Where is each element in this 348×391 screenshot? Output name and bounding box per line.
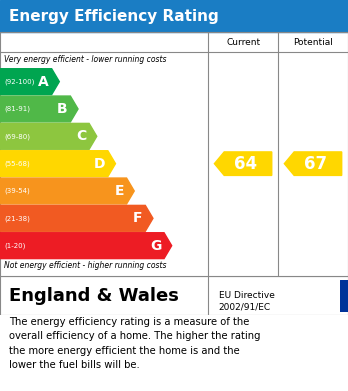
Text: Current: Current (226, 38, 260, 47)
Text: (39-54): (39-54) (4, 188, 30, 194)
Text: EU Directive
2002/91/EC: EU Directive 2002/91/EC (219, 291, 275, 312)
Text: England & Wales: England & Wales (9, 287, 179, 305)
Text: (69-80): (69-80) (4, 133, 30, 140)
Polygon shape (0, 124, 97, 149)
Text: A: A (38, 75, 49, 89)
Text: 67: 67 (304, 155, 327, 173)
Text: Not energy efficient - higher running costs: Not energy efficient - higher running co… (4, 260, 167, 269)
Polygon shape (214, 152, 272, 176)
Text: (81-91): (81-91) (4, 106, 30, 112)
Text: The energy efficiency rating is a measure of the
overall efficiency of a home. T: The energy efficiency rating is a measur… (9, 317, 260, 370)
Text: G: G (150, 239, 161, 253)
Text: (1-20): (1-20) (4, 242, 25, 249)
Polygon shape (0, 205, 153, 231)
Text: Energy Efficiency Rating: Energy Efficiency Rating (9, 9, 219, 23)
Text: (92-100): (92-100) (4, 79, 34, 85)
Polygon shape (0, 151, 116, 177)
Text: Very energy efficient - lower running costs: Very energy efficient - lower running co… (4, 54, 167, 64)
Text: Potential: Potential (293, 38, 333, 47)
Polygon shape (0, 233, 172, 258)
Text: E: E (114, 184, 124, 198)
Polygon shape (0, 69, 59, 95)
Text: (55-68): (55-68) (4, 160, 30, 167)
Text: (21-38): (21-38) (4, 215, 30, 222)
Text: D: D (94, 157, 105, 170)
Text: C: C (76, 129, 86, 143)
Polygon shape (0, 178, 134, 204)
Text: F: F (133, 211, 143, 225)
Text: 64: 64 (235, 155, 258, 173)
Polygon shape (284, 152, 342, 176)
Text: B: B (57, 102, 68, 116)
Polygon shape (0, 96, 78, 122)
